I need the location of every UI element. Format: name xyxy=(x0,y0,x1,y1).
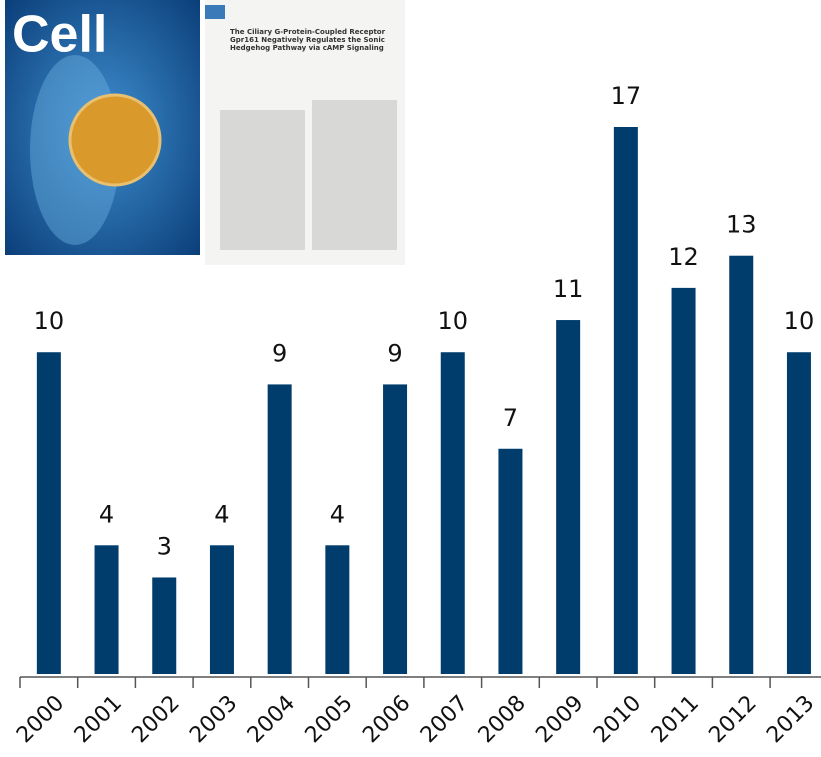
value-label: 11 xyxy=(553,275,584,303)
bar xyxy=(729,255,754,675)
value-label: 10 xyxy=(437,307,468,335)
cover-lens xyxy=(68,93,162,187)
bar xyxy=(383,384,408,674)
x-tick-label: 2000 xyxy=(12,691,69,748)
x-tick-label: 2007 xyxy=(416,691,473,748)
x-tick-label: 2004 xyxy=(243,691,300,748)
x-tick-label: 2009 xyxy=(531,691,588,748)
article-title: The Ciliary G-Protein-Coupled Receptor G… xyxy=(230,28,386,52)
bar xyxy=(36,352,61,674)
value-label: 12 xyxy=(668,243,699,271)
article-page: The Ciliary G-Protein-Coupled Receptor G… xyxy=(205,0,405,265)
bar xyxy=(613,127,638,674)
bar xyxy=(267,384,292,674)
x-tick-label: 2013 xyxy=(762,691,819,748)
value-label: 3 xyxy=(157,532,172,560)
bar xyxy=(786,352,811,674)
value-label: 9 xyxy=(272,339,287,367)
x-tick-label: 2003 xyxy=(185,691,242,748)
bar xyxy=(556,320,581,674)
bar xyxy=(498,448,523,674)
bar xyxy=(325,545,350,674)
x-tick-label: 2011 xyxy=(647,691,704,748)
x-tick-label: 2010 xyxy=(589,691,646,748)
x-tick-label: 2012 xyxy=(704,691,761,748)
value-label: 10 xyxy=(784,307,815,335)
x-tick-label: 2002 xyxy=(127,691,184,748)
value-label: 10 xyxy=(34,307,65,335)
x-tick-label: 2005 xyxy=(301,691,358,748)
value-label: 4 xyxy=(330,500,345,528)
cover-title: Cell xyxy=(12,6,107,64)
bar xyxy=(152,577,177,674)
value-label: 7 xyxy=(503,404,518,432)
x-tick-label: 2001 xyxy=(70,691,127,748)
x-tick-label: 2008 xyxy=(474,691,531,748)
bar xyxy=(440,352,465,674)
article-text-lines xyxy=(220,100,397,250)
value-label: 17 xyxy=(611,82,642,110)
value-label: 4 xyxy=(214,500,229,528)
value-label: 4 xyxy=(99,500,114,528)
bar xyxy=(94,545,119,674)
x-tick-label: 2006 xyxy=(358,691,415,748)
value-label: 9 xyxy=(387,339,402,367)
article-title-box: The Ciliary G-Protein-Coupled Receptor G… xyxy=(230,28,386,52)
journal-cover: Cell xyxy=(5,0,200,255)
article-badge xyxy=(205,5,225,19)
bar xyxy=(671,287,696,674)
value-label: 13 xyxy=(726,211,757,239)
bar xyxy=(209,545,234,674)
